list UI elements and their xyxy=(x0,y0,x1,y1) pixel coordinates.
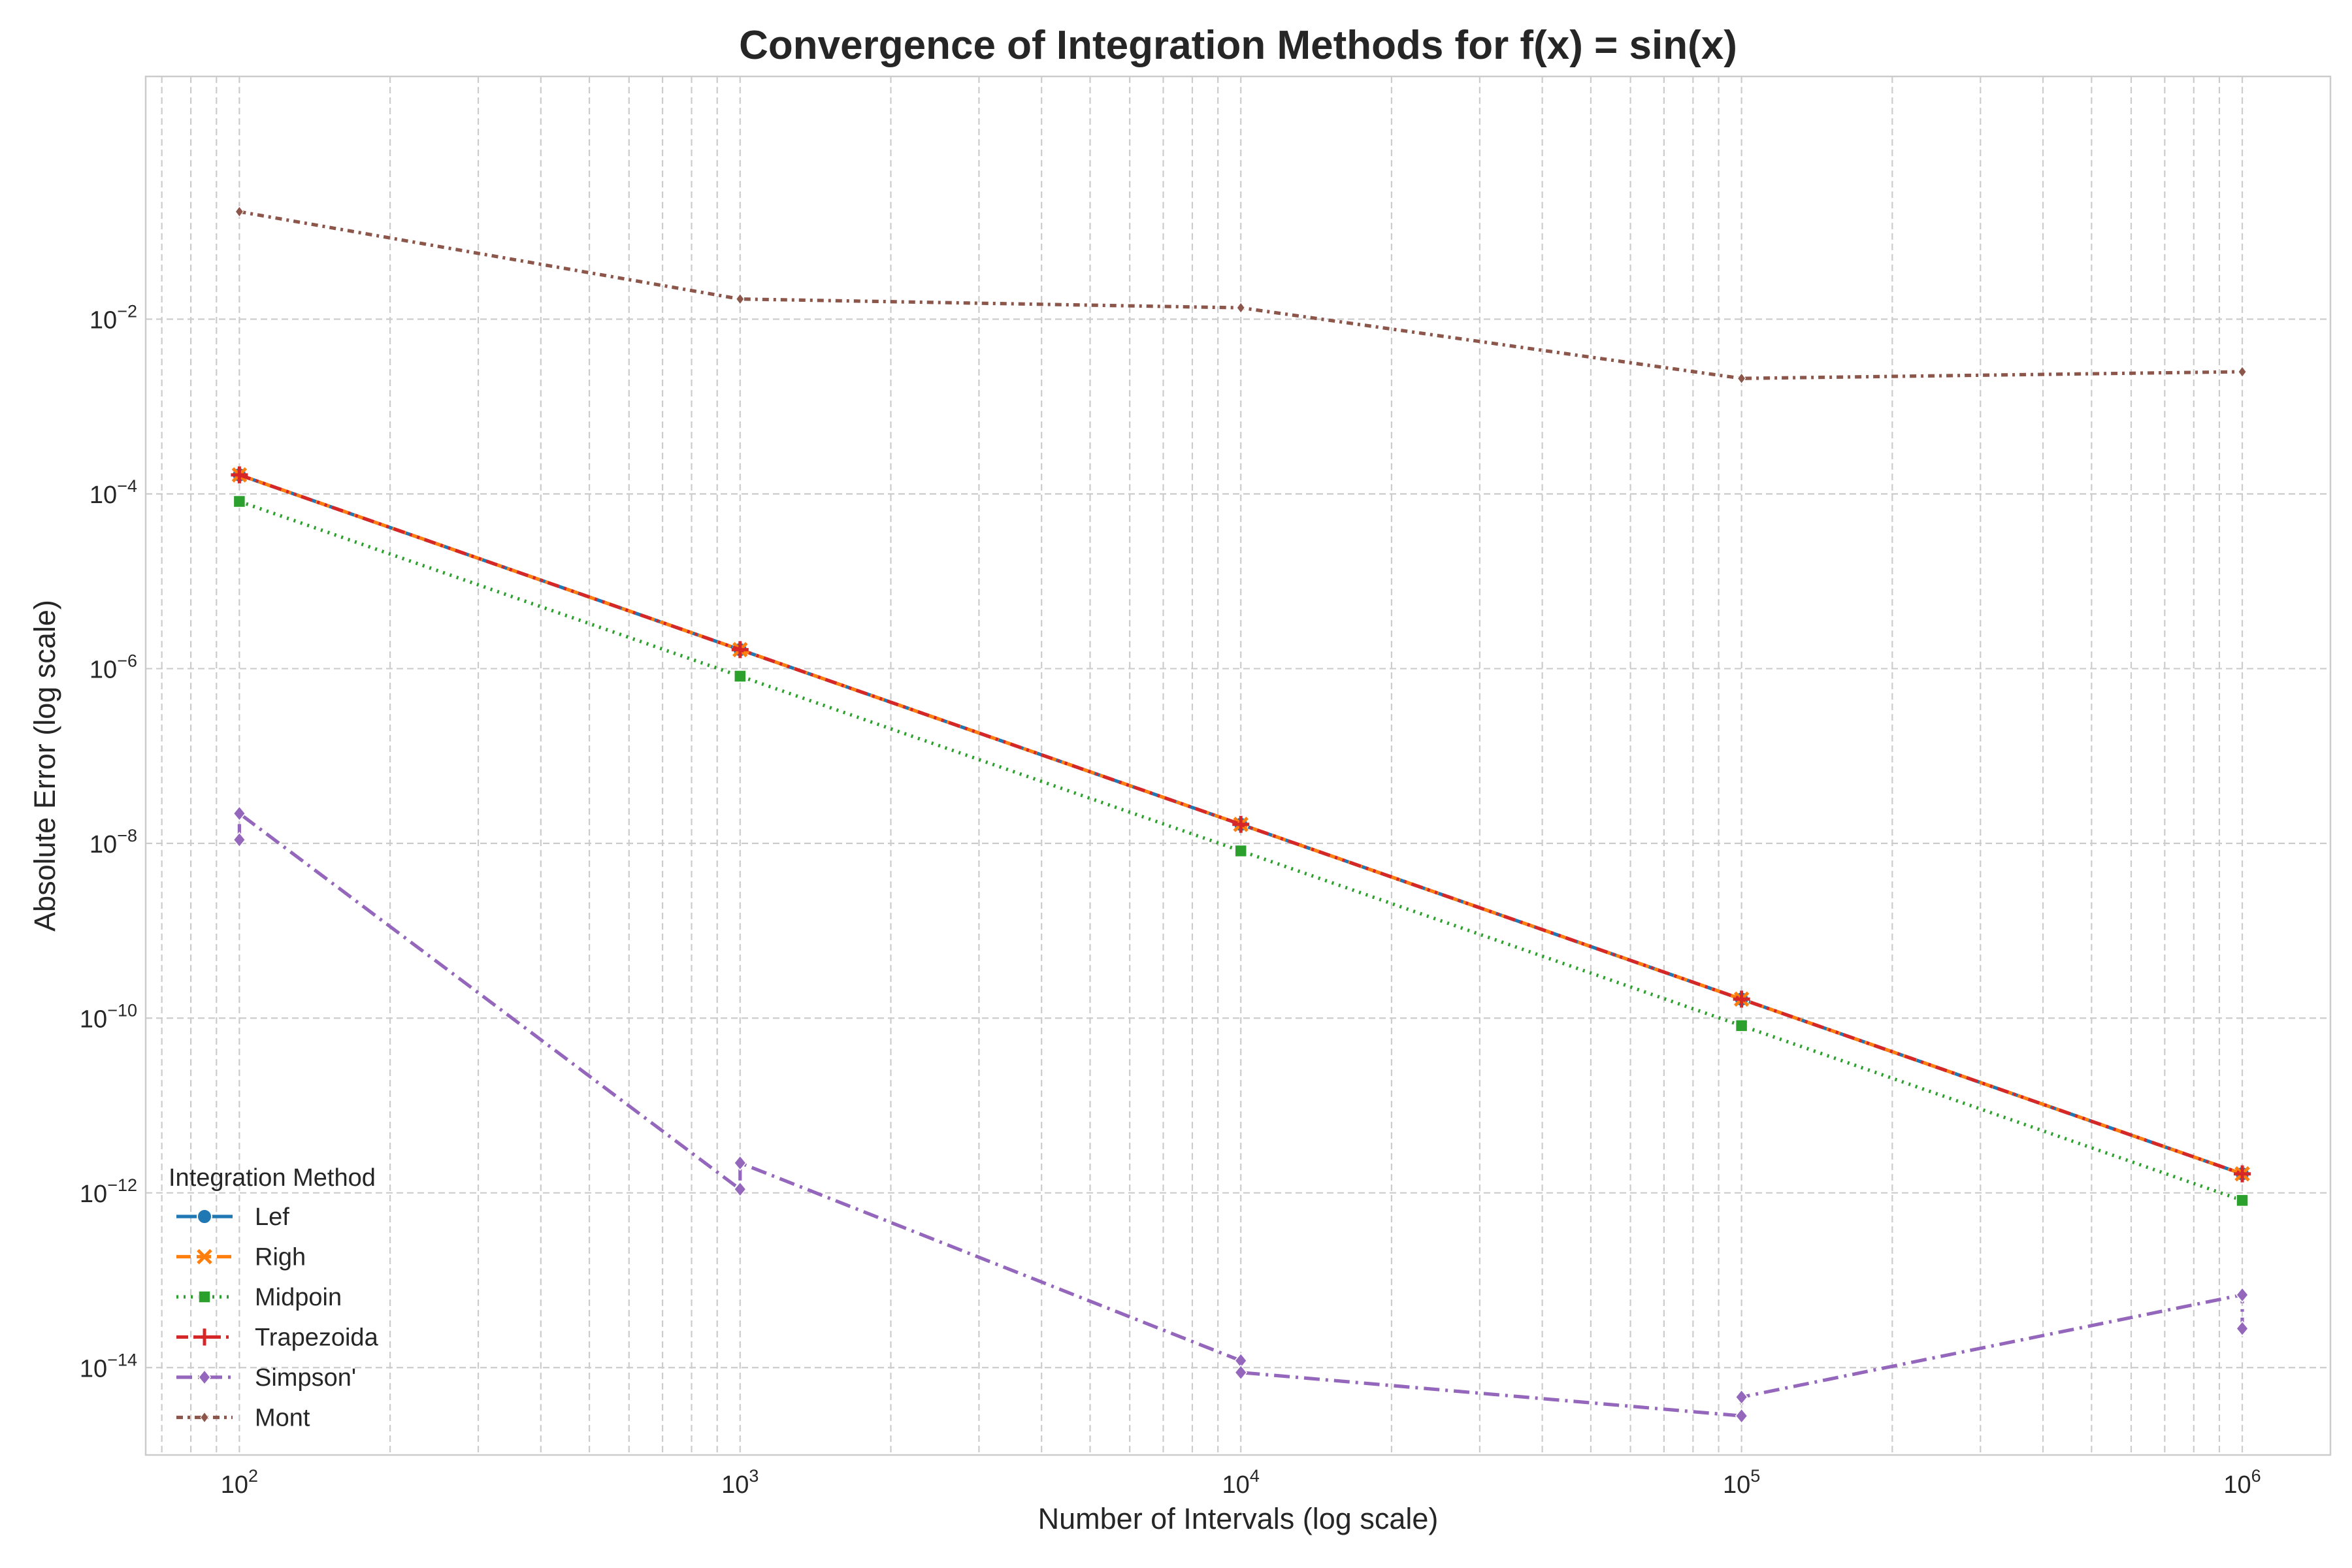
data-point xyxy=(2236,1194,2249,1207)
series-simpson- xyxy=(233,805,2249,1424)
legend-entry: Trapezoida xyxy=(176,1324,379,1352)
tick-base: 10 xyxy=(90,831,117,858)
legend-label: Mont xyxy=(255,1405,310,1432)
tick-base: 10 xyxy=(2223,1471,2251,1499)
tick-base: 10 xyxy=(1222,1471,1250,1499)
legend-entry: Righ xyxy=(176,1244,306,1271)
tick-exponent: −6 xyxy=(117,651,137,670)
data-point xyxy=(1735,1019,1748,1032)
legend-entry: Simpson' xyxy=(176,1364,356,1392)
legend-entries: Lef Righ Midpoin Trapezoida Simpson' Mont xyxy=(176,1203,379,1432)
tick-exponent: 3 xyxy=(749,1466,759,1486)
data-point xyxy=(2236,1286,2249,1303)
data-point xyxy=(231,466,248,483)
y-tick-label: 10−6 xyxy=(90,651,137,683)
tick-exponent: 6 xyxy=(2251,1466,2261,1486)
data-point xyxy=(235,206,244,218)
tick-base: 10 xyxy=(90,656,117,683)
x-tick-label: 103 xyxy=(721,1466,759,1499)
tick-exponent: −4 xyxy=(117,476,137,496)
tick-base: 10 xyxy=(80,1005,107,1033)
series-lines xyxy=(231,206,2251,1424)
legend-label: Lef xyxy=(255,1203,289,1231)
tick-base: 10 xyxy=(90,307,117,335)
x-axis-label: Number of Intervals (log scale) xyxy=(1038,1502,1439,1535)
legend: Integration Method Lef Righ Midpoin Trapezo… xyxy=(169,1164,379,1432)
y-axis-label: Absolute Error (log scale) xyxy=(28,600,61,932)
plot-frame xyxy=(144,75,2332,1456)
tick-exponent: −2 xyxy=(117,302,137,321)
x-tick-label: 104 xyxy=(1222,1466,1260,1499)
tick-base: 10 xyxy=(90,482,117,509)
legend-title: Integration Method xyxy=(169,1164,376,1192)
legend-marker xyxy=(198,1290,211,1303)
legend-marker xyxy=(198,1369,211,1386)
series-line xyxy=(238,473,2243,1176)
y-tick-label: 10−2 xyxy=(90,302,137,335)
series-trapezoida xyxy=(231,466,2251,1183)
tick-exponent: −14 xyxy=(107,1350,137,1369)
data-point xyxy=(2238,366,2247,378)
tick-base: 10 xyxy=(1723,1471,1750,1499)
data-point xyxy=(2234,1165,2251,1183)
tick-base: 10 xyxy=(80,1181,107,1208)
y-tick-label: 10−12 xyxy=(80,1175,137,1208)
x-tick-label: 106 xyxy=(2223,1466,2261,1499)
tick-exponent: 5 xyxy=(1750,1466,1760,1486)
series-line xyxy=(238,500,2243,1202)
legend-label: Trapezoida xyxy=(255,1324,379,1352)
series-mont xyxy=(235,206,2247,384)
data-point xyxy=(233,805,246,822)
data-point xyxy=(736,293,745,305)
data-point xyxy=(1737,372,1746,384)
tick-base: 10 xyxy=(80,1355,107,1382)
legend-label: Simpson' xyxy=(255,1364,356,1392)
tick-base: 10 xyxy=(221,1471,248,1499)
x-tick-label: 105 xyxy=(1723,1466,1760,1499)
series-midpoin xyxy=(233,495,2249,1207)
data-point xyxy=(733,1154,747,1171)
tick-exponent: 2 xyxy=(248,1466,258,1486)
legend-entry: Midpoin xyxy=(176,1284,342,1311)
data-point xyxy=(1236,302,1245,314)
data-point xyxy=(731,641,749,659)
data-point xyxy=(1232,815,1250,833)
legend-entry: Mont xyxy=(176,1405,310,1432)
data-point xyxy=(734,670,747,683)
y-tick-label: 10−14 xyxy=(80,1350,137,1382)
y-tick-label: 10−4 xyxy=(90,476,137,509)
data-point xyxy=(1234,844,1247,858)
data-point xyxy=(733,1181,747,1198)
chart-title: Convergence of Integration Methods for f… xyxy=(739,23,1737,68)
legend-label: Midpoin xyxy=(255,1284,342,1311)
data-point xyxy=(1234,1364,1248,1380)
grid xyxy=(146,76,2330,1455)
data-point xyxy=(233,832,246,848)
legend-marker xyxy=(200,1411,209,1424)
legend-marker xyxy=(196,1328,213,1346)
data-point xyxy=(2236,1320,2249,1337)
series-line xyxy=(237,811,2244,1418)
tick-exponent: −12 xyxy=(107,1175,137,1195)
legend-entry: Lef xyxy=(176,1203,289,1231)
legend-marker xyxy=(197,1209,212,1224)
data-point xyxy=(1735,1408,1748,1424)
legend-label: Righ xyxy=(255,1244,306,1271)
tick-exponent: −10 xyxy=(107,1000,137,1020)
data-point xyxy=(233,495,246,508)
legend-marker xyxy=(197,1249,212,1265)
x-tick-label: 102 xyxy=(221,1466,258,1499)
tick-exponent: 4 xyxy=(1250,1466,1260,1486)
data-point xyxy=(1735,1389,1748,1405)
tick-base: 10 xyxy=(721,1471,749,1499)
y-tick-label: 10−8 xyxy=(90,826,137,858)
data-point xyxy=(1733,990,1750,1008)
tick-exponent: −8 xyxy=(117,826,137,845)
y-tick-label: 10−10 xyxy=(80,1000,137,1033)
x-tick-labels: 102 103 104 105 106 xyxy=(221,1466,2261,1499)
